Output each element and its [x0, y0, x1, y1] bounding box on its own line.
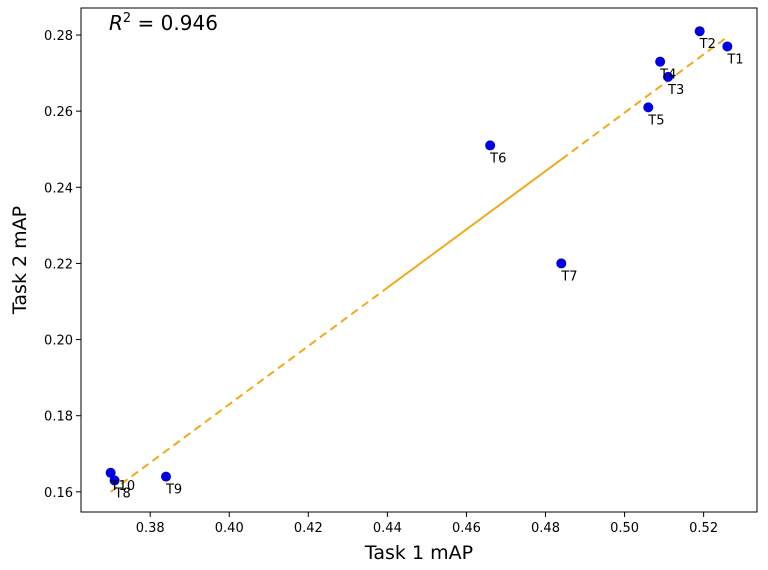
- x-axis-title: Task 1 mAP: [364, 542, 473, 564]
- fit-line: [110, 36, 728, 493]
- x-tick-label: 0.42: [294, 521, 323, 536]
- data-point-t4: [655, 56, 666, 67]
- point-label-t7: T7: [560, 269, 577, 284]
- point-label-t3: T3: [667, 83, 684, 98]
- fit-line-segment: [560, 36, 728, 161]
- y-tick-label: 0.20: [44, 334, 73, 349]
- data-point-t6: [485, 140, 496, 151]
- x-tick-label: 0.40: [215, 521, 244, 536]
- point-label-t5: T5: [647, 113, 664, 128]
- data-point-t5: [643, 102, 654, 113]
- point-label-t4: T4: [659, 68, 676, 83]
- r-squared-annotation: R2 = 0.946: [109, 11, 218, 35]
- point-label-t1: T1: [726, 52, 743, 67]
- y-tick-label: 0.28: [44, 29, 73, 44]
- point-label-t9: T9: [165, 483, 182, 498]
- plot-frame: [80, 7, 758, 513]
- y-axis: 0.16 0.18 0.20 0.22 0.24 0.26 0.28: [44, 29, 81, 501]
- x-axis: 0.38 0.40 0.42 0.44 0.46 0.48 0.50 0.52: [136, 512, 718, 536]
- point-label-t2: T2: [699, 37, 716, 52]
- data-point-t7: [556, 258, 567, 269]
- point-label-t8: T8: [114, 486, 131, 501]
- data-point-t2: [694, 26, 705, 37]
- data-point-t1: [722, 41, 733, 52]
- data-point-t10: [105, 467, 116, 478]
- y-tick-label: 0.22: [44, 257, 73, 272]
- y-tick-label: 0.18: [44, 410, 73, 425]
- y-tick-label: 0.26: [44, 105, 73, 120]
- data-point-t9: [160, 471, 171, 482]
- fit-line-segment: [110, 286, 388, 493]
- y-tick-label: 0.16: [44, 486, 73, 501]
- x-tick-label: 0.46: [452, 521, 481, 536]
- r2-value: = 0.946: [131, 11, 218, 35]
- x-tick-label: 0.52: [689, 521, 718, 536]
- r2-symbol: R: [109, 11, 123, 35]
- x-tick-label: 0.50: [610, 521, 639, 536]
- data-point-t3: [663, 71, 674, 82]
- y-tick-label: 0.24: [44, 181, 73, 196]
- x-tick-label: 0.44: [373, 521, 402, 536]
- x-tick-label: 0.48: [531, 521, 560, 536]
- y-axis-title: Task 2 mAP: [9, 206, 31, 315]
- r2-exponent: 2: [123, 11, 131, 26]
- x-tick-label: 0.38: [136, 521, 165, 536]
- data-point-t8: [109, 475, 120, 486]
- fit-line-segment: [386, 158, 562, 289]
- point-label-t6: T6: [489, 151, 506, 166]
- data-points: [105, 26, 733, 486]
- point-label-t10: T10: [110, 479, 135, 494]
